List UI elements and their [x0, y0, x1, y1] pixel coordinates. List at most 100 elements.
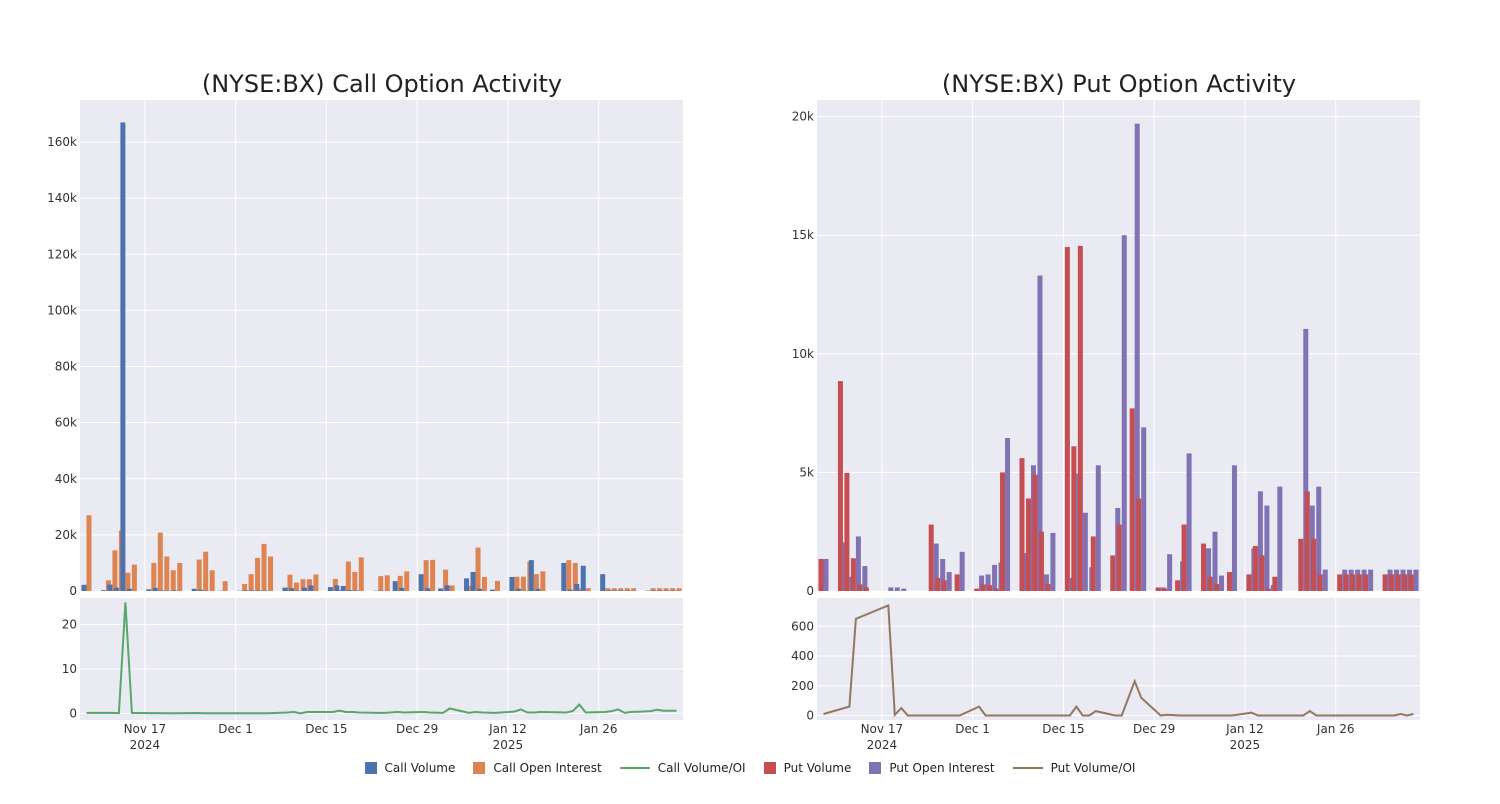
put-put-oi-bar[interactable]: [1083, 513, 1088, 591]
put-put-volume-bar[interactable]: [851, 558, 856, 591]
call-call-volume-bar[interactable]: [509, 577, 514, 591]
call-call-oi-bar[interactable]: [677, 588, 682, 591]
put-put-oi-bar[interactable]: [1232, 465, 1237, 591]
call-call-volume-bar[interactable]: [244, 590, 249, 591]
put-put-volume-bar[interactable]: [987, 585, 992, 591]
call-call-volume-bar[interactable]: [425, 588, 430, 591]
call-call-volume-bar[interactable]: [257, 590, 262, 591]
put-put-volume-bar[interactable]: [864, 587, 869, 591]
call-call-volume-bar[interactable]: [477, 589, 482, 591]
put-put-volume-bar[interactable]: [1032, 475, 1037, 591]
put-put-volume-bar[interactable]: [844, 473, 849, 591]
call-call-oi-bar[interactable]: [378, 576, 383, 591]
put-put-oi-bar[interactable]: [1368, 570, 1373, 591]
call-call-oi-bar[interactable]: [125, 573, 130, 591]
call-call-oi-bar[interactable]: [210, 570, 215, 591]
put-put-volume-bar[interactable]: [838, 381, 843, 591]
put-put-volume-bar[interactable]: [1246, 574, 1251, 591]
legend-item-call-volume[interactable]: Call Volume: [365, 761, 456, 775]
call-call-volume-bar[interactable]: [581, 566, 586, 591]
call-call-volume-bar[interactable]: [574, 584, 579, 591]
put-put-oi-bar[interactable]: [888, 587, 893, 591]
put-put-oi-bar[interactable]: [856, 536, 861, 591]
call-call-volume-bar[interactable]: [101, 590, 106, 591]
put-put-volume-bar[interactable]: [1227, 572, 1232, 591]
call-call-oi-bar[interactable]: [430, 560, 435, 591]
put-put-volume-bar[interactable]: [935, 578, 940, 591]
put-put-volume-bar[interactable]: [1305, 491, 1310, 591]
call-call-oi-bar[interactable]: [359, 557, 364, 591]
call-call-volume-bar[interactable]: [600, 574, 605, 591]
put-put-volume-bar[interactable]: [1026, 498, 1031, 591]
put-put-volume-bar[interactable]: [1162, 589, 1167, 591]
put-put-oi-bar[interactable]: [895, 587, 900, 591]
put-put-volume-bar[interactable]: [1136, 498, 1141, 591]
put-put-volume-bar[interactable]: [1201, 544, 1206, 591]
put-put-volume-bar[interactable]: [974, 589, 979, 591]
call-call-volume-bar[interactable]: [250, 590, 255, 591]
put-put-oi-bar[interactable]: [1167, 554, 1172, 591]
call-call-oi-bar[interactable]: [631, 588, 636, 591]
put-put-oi-bar[interactable]: [1323, 570, 1328, 591]
put-put-volume-bar[interactable]: [955, 574, 960, 591]
put-put-volume-bar[interactable]: [1000, 472, 1005, 591]
call-call-oi-bar[interactable]: [313, 574, 318, 591]
call-call-oi-bar[interactable]: [255, 558, 260, 591]
call-call-volume-bar[interactable]: [516, 589, 521, 591]
call-call-volume-bar[interactable]: [438, 588, 443, 591]
call-call-oi-bar[interactable]: [158, 533, 163, 591]
call-call-oi-bar[interactable]: [242, 584, 247, 591]
put-put-volume-bar[interactable]: [1091, 536, 1096, 591]
call-call-oi-bar[interactable]: [540, 571, 545, 591]
put-put-volume-bar[interactable]: [1259, 555, 1264, 591]
put-put-oi-bar[interactable]: [901, 589, 906, 591]
put-put-oi-bar[interactable]: [823, 559, 828, 591]
put-put-volume-bar[interactable]: [1396, 574, 1401, 591]
put-put-oi-bar[interactable]: [1264, 506, 1269, 591]
put-put-oi-bar[interactable]: [1141, 427, 1146, 591]
call-call-volume-bar[interactable]: [289, 588, 294, 591]
put-put-oi-bar[interactable]: [1213, 532, 1218, 591]
call-call-oi-bar[interactable]: [346, 562, 351, 591]
call-call-oi-bar[interactable]: [534, 574, 539, 591]
call-call-volume-bar[interactable]: [159, 590, 164, 591]
call-call-volume-bar[interactable]: [561, 563, 566, 591]
call-call-oi-bar[interactable]: [450, 585, 455, 591]
call-call-volume-bar[interactable]: [334, 585, 339, 591]
call-call-volume-bar[interactable]: [198, 590, 203, 591]
put-put-volume-bar[interactable]: [818, 559, 823, 591]
call-call-oi-bar[interactable]: [177, 563, 182, 591]
call-call-volume-bar[interactable]: [120, 122, 125, 591]
call-call-oi-bar[interactable]: [249, 574, 254, 591]
call-call-volume-bar[interactable]: [354, 590, 359, 591]
call-call-oi-bar[interactable]: [151, 563, 156, 591]
call-call-volume-bar[interactable]: [399, 588, 404, 591]
put-put-volume-bar[interactable]: [1344, 574, 1349, 591]
call-call-volume-bar[interactable]: [308, 585, 313, 591]
call-call-volume-bar[interactable]: [153, 588, 158, 591]
call-call-oi-bar[interactable]: [294, 583, 299, 591]
put-put-volume-bar[interactable]: [1175, 580, 1180, 591]
call-call-volume-bar[interactable]: [445, 585, 450, 591]
put-put-volume-bar[interactable]: [1402, 574, 1407, 591]
put-put-oi-bar[interactable]: [1414, 570, 1419, 591]
call-call-volume-bar[interactable]: [464, 578, 469, 591]
put-put-volume-bar[interactable]: [1298, 539, 1303, 591]
call-call-volume-bar[interactable]: [393, 581, 398, 591]
put-put-oi-bar[interactable]: [992, 565, 997, 591]
call-call-volume-bar[interactable]: [127, 589, 132, 591]
legend-item-put-oi[interactable]: Put Open Interest: [869, 761, 994, 775]
put-put-volume-bar[interactable]: [994, 589, 999, 591]
put-put-volume-bar[interactable]: [1117, 525, 1122, 591]
put-put-volume-bar[interactable]: [1039, 532, 1044, 591]
put-put-volume-bar[interactable]: [1045, 584, 1050, 591]
put-put-oi-bar[interactable]: [1219, 576, 1224, 591]
put-put-volume-bar[interactable]: [1019, 458, 1024, 591]
put-put-volume-bar[interactable]: [1214, 584, 1219, 591]
legend-item-put-volume[interactable]: Put Volume: [764, 761, 852, 775]
put-put-volume-bar[interactable]: [1389, 574, 1394, 591]
call-call-oi-bar[interactable]: [404, 571, 409, 591]
put-put-oi-bar[interactable]: [960, 552, 965, 591]
put-put-oi-bar[interactable]: [1050, 533, 1055, 591]
call-call-volume-bar[interactable]: [419, 574, 424, 591]
